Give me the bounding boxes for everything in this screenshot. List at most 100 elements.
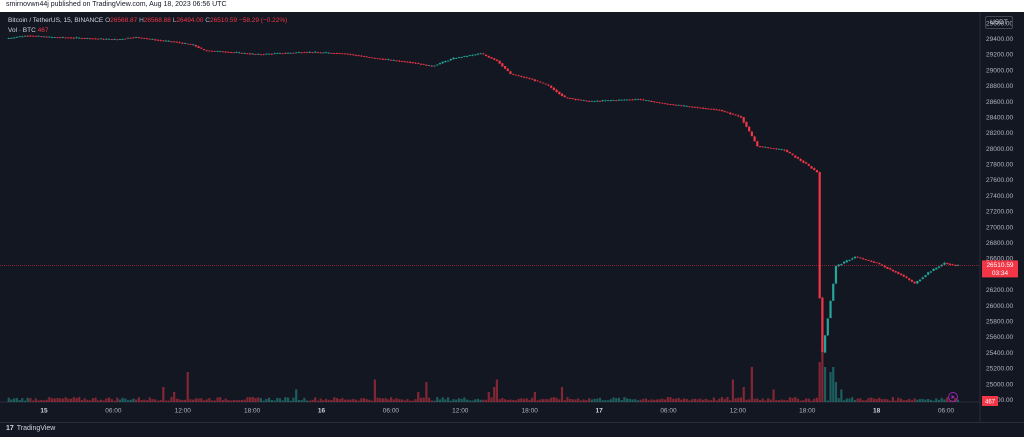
candle-body (121, 38, 124, 40)
candle-body (756, 141, 759, 147)
candle-body (286, 52, 290, 54)
candle-body (295, 52, 298, 54)
candle-body (693, 106, 697, 108)
symbol-description[interactable]: Bitcoin / TetherUS, 15, BINANCE (8, 17, 104, 24)
candle-body (924, 275, 927, 277)
volume-bar (333, 397, 336, 402)
candle-body (829, 301, 832, 319)
candle-body (335, 53, 338, 54)
volume-bar (739, 397, 743, 402)
candle-body (748, 126, 751, 132)
candle-body (126, 37, 130, 39)
volume-bar (902, 400, 905, 402)
volume-bar (48, 397, 51, 402)
candle-body (371, 57, 374, 59)
time-axis-ticks[interactable]: 15 06:00 12:00 18:00 16 06:00 12:00 18:00 17 06:0… (40, 408, 954, 415)
candle-body (333, 53, 336, 54)
volume-bar (569, 398, 572, 402)
candle-body (80, 38, 84, 39)
candle-body (631, 99, 634, 101)
quote-currency-badge[interactable]: USDT (985, 16, 1013, 29)
volume-bar (775, 400, 778, 402)
candle-body (368, 57, 371, 58)
volume-bar (295, 389, 298, 402)
time-tick-label: 12:00 (730, 408, 747, 415)
candle-body (151, 39, 154, 40)
volume-bar (539, 399, 542, 402)
candle-body (617, 99, 621, 101)
candle-body (189, 44, 192, 45)
volume-bar (607, 400, 610, 402)
candle-body (305, 52, 309, 53)
timeframe-marker-icon[interactable] (948, 392, 958, 402)
candle-body (110, 39, 113, 40)
candle-body (745, 121, 748, 127)
candle-body (200, 47, 203, 49)
candle-body (821, 297, 824, 353)
volume-bar (137, 397, 141, 402)
time-tick-label: 12:00 (175, 408, 192, 415)
candle-body (810, 166, 813, 169)
candle-body (569, 97, 572, 99)
volume-bar (935, 398, 938, 402)
volume-bar (853, 400, 857, 402)
volume-bar (718, 398, 721, 402)
candle-body (861, 258, 865, 260)
candle-body (832, 283, 835, 301)
candle-body (124, 38, 127, 40)
candle-body (872, 261, 876, 263)
volume-bar (685, 398, 688, 402)
candle-body (387, 59, 390, 61)
volume-bar (533, 392, 536, 402)
bar-countdown: 03:34 (992, 270, 1009, 277)
candle-body (498, 60, 501, 64)
volume-bar (436, 397, 439, 402)
price-tick-label: 29600.00 (986, 20, 1013, 27)
volume-bar (891, 397, 895, 402)
candle-body (430, 65, 433, 67)
price-tick-label: 27000.00 (986, 224, 1013, 231)
candle-body (720, 110, 724, 112)
candle-body (159, 40, 162, 42)
candle-body (254, 53, 257, 55)
volume-bar (219, 397, 222, 402)
candle-body (284, 53, 287, 54)
candle-body (772, 148, 775, 149)
volume-bar (818, 362, 821, 402)
candle-body (609, 100, 612, 102)
candle-body (99, 38, 103, 40)
price-chart[interactable]: 29600.00 29400.00 29200.00 29000.00 28800.00… (0, 12, 1024, 422)
candle-body (213, 50, 216, 52)
volume-bar (758, 400, 762, 402)
volume-bar (574, 399, 577, 402)
high-label: H (139, 17, 144, 24)
price-tick-label: 26000.00 (986, 303, 1013, 310)
volume-bar (517, 398, 520, 402)
volume-bar (64, 397, 67, 402)
volume-bar (183, 399, 187, 402)
candle-body (197, 46, 200, 48)
tradingview-logo[interactable]: 17 TradingView (6, 425, 55, 432)
volume-bar (305, 400, 309, 402)
candle-body (97, 38, 100, 40)
candle-body (813, 168, 816, 171)
candle-body (322, 52, 325, 54)
candle-body (764, 146, 767, 148)
price-tick-label: 26200.00 (986, 287, 1013, 294)
volume-bar (61, 398, 65, 402)
volume-bar (864, 400, 867, 402)
price-axis-ticks[interactable]: 29600.00 29400.00 29200.00 29000.00 28800.00… (986, 20, 1013, 404)
candle-body (853, 256, 857, 259)
volume-bar (51, 398, 54, 402)
volume-bar (438, 399, 442, 402)
candle-body (235, 52, 238, 54)
volume-label[interactable]: Vol · BTC (8, 27, 36, 34)
volume-bar (501, 398, 504, 402)
candle-body (59, 37, 62, 39)
low-label: L (172, 17, 177, 24)
candle-body (902, 274, 905, 277)
volume-bar (88, 400, 92, 402)
candle-body (558, 91, 561, 95)
volume-bar (449, 400, 452, 402)
candle-body (948, 263, 951, 265)
